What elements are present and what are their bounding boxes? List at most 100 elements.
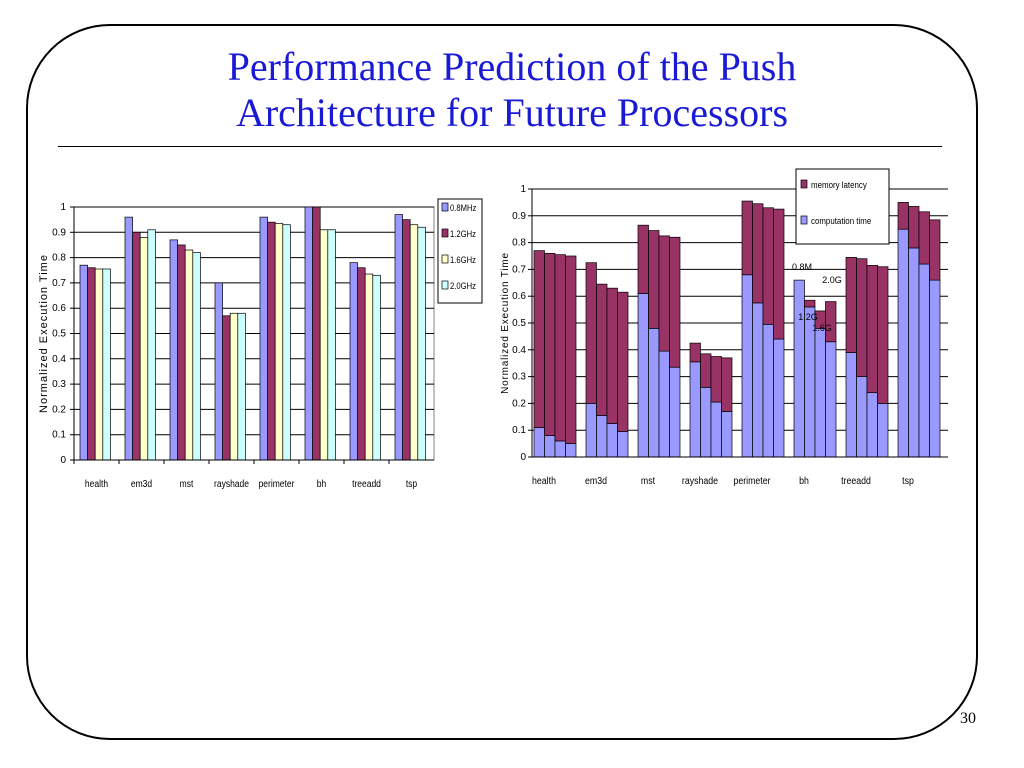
y-tick-label: 0.2 <box>512 398 526 409</box>
legend-swatch-0 <box>800 215 808 225</box>
bar-memory-bh-1 <box>804 299 816 308</box>
bar-computation-rayshade-0 <box>689 361 701 458</box>
bar-computation-em3d-0 <box>585 403 597 458</box>
y-tick-label: 0.1 <box>52 430 66 441</box>
bar-computation-perimeter-1 <box>752 302 764 458</box>
bar-memory-tsp-0 <box>897 202 909 230</box>
legend-swatch-2.0GHz <box>441 280 449 290</box>
bar-memory-treeadd-1 <box>856 258 868 377</box>
page-number: 30 <box>960 710 976 727</box>
y-tick-label: 0.9 <box>512 211 526 222</box>
bar-memory-health-3 <box>565 255 577 444</box>
y-axis-label: Normalized Execution Time <box>38 254 50 413</box>
bar-computation-perimeter-2 <box>762 323 774 458</box>
bar-label: 2.0G <box>822 275 842 285</box>
bar-memory-perimeter-2 <box>762 207 774 325</box>
bar-computation-bh-3 <box>825 341 837 458</box>
bar-computation-rayshade-2 <box>710 401 722 458</box>
y-tick-label: 0 <box>520 452 526 463</box>
bar-computation-health-3 <box>565 443 577 458</box>
bar-computation-tsp-1 <box>908 247 920 458</box>
y-tick-label: 1 <box>520 184 526 195</box>
bar-memory-rayshade-2 <box>710 356 722 403</box>
x-tick-label: bh <box>799 474 809 486</box>
bar-label: 1.6G <box>812 323 832 333</box>
bar-computation-bh-2 <box>814 328 826 458</box>
bar-memory-tsp-1 <box>908 206 920 249</box>
legend-swatch-1.2GHz <box>441 228 449 238</box>
x-tick-label: treeadd <box>841 474 871 486</box>
title-divider <box>58 146 942 147</box>
y-tick-label: 0.5 <box>512 318 526 329</box>
bar-computation-em3d-1 <box>596 415 608 458</box>
bar-computation-perimeter-3 <box>773 338 785 458</box>
bar-computation-treeadd-2 <box>866 392 878 458</box>
legend-box <box>795 168 890 245</box>
bar-computation-bh-0 <box>793 279 805 458</box>
legend-label: 2.0GHz <box>450 280 476 291</box>
bar-computation-em3d-3 <box>617 431 629 458</box>
x-tick-label: rayshade <box>682 474 718 486</box>
legend-swatch-1 <box>800 179 808 189</box>
bar-memory-health-0 <box>533 250 545 428</box>
bar-memory-mst-2 <box>658 235 670 352</box>
bar-computation-health-0 <box>533 427 545 458</box>
bar-memory-treeadd-3 <box>877 266 889 404</box>
slide-title: Performance Prediction of the Push Archi… <box>60 44 964 136</box>
bar-computation-treeadd-0 <box>845 352 857 458</box>
bar-label: 0.8M <box>792 262 812 272</box>
bar-computation-tsp-2 <box>918 263 930 458</box>
bar-computation-mst-2 <box>658 350 670 458</box>
x-tick-label: health <box>532 474 556 486</box>
y-tick-label: 0 <box>60 455 66 466</box>
bar-computation-treeadd-1 <box>856 376 868 458</box>
title-line-2: Architecture for Future Processors <box>235 90 789 135</box>
y-tick-label: 0.8 <box>512 238 526 249</box>
bar-memory-em3d-0 <box>585 262 597 404</box>
legend-swatch-0.8MHz <box>441 202 449 212</box>
y-tick-label: 0.7 <box>52 278 66 289</box>
bar-memory-tsp-3 <box>929 219 941 281</box>
bar-label: 1.2G <box>798 312 818 322</box>
x-tick-label: health <box>85 478 108 489</box>
bar-memory-tsp-2 <box>918 211 930 265</box>
bar-memory-mst-0 <box>637 224 649 294</box>
y-tick-label: 1 <box>60 202 66 213</box>
bar-computation-mst-1 <box>648 328 660 458</box>
x-tick-label: rayshade <box>214 478 249 489</box>
y-tick-label: 0.5 <box>52 329 66 340</box>
bar-computation-perimeter-0 <box>741 274 753 458</box>
title-line-1: Performance Prediction of the Push <box>227 44 797 89</box>
y-tick-label: 0.1 <box>512 425 526 436</box>
bar-memory-perimeter-0 <box>741 200 753 276</box>
bar-computation-tsp-3 <box>929 279 941 458</box>
y-tick-label: 0.6 <box>512 291 526 302</box>
x-tick-label: em3d <box>131 478 152 489</box>
y-tick-label: 0.4 <box>512 345 526 356</box>
bar-computation-em3d-2 <box>606 423 618 458</box>
bar-memory-treeadd-2 <box>866 265 878 394</box>
legend-label: computation time <box>811 216 872 227</box>
slide-frame <box>26 24 978 740</box>
y-tick-label: 0.4 <box>52 354 66 365</box>
y-tick-label: 0.3 <box>52 379 66 390</box>
x-tick-label: tsp <box>902 474 914 486</box>
bar-memory-mst-1 <box>648 230 660 329</box>
x-tick-label: tsp <box>406 478 417 489</box>
bar-memory-rayshade-1 <box>700 353 712 388</box>
legend-label: 0.8MHz <box>450 202 476 213</box>
bar-computation-treeadd-3 <box>877 403 889 458</box>
bar-computation-health-1 <box>544 435 556 458</box>
y-tick-label: 0.6 <box>52 303 66 314</box>
x-tick-label: bh <box>317 478 326 489</box>
bar-memory-em3d-2 <box>606 287 618 424</box>
x-tick-label: perimeter <box>733 474 770 486</box>
x-tick-label: mst <box>180 478 194 489</box>
x-tick-label: em3d <box>585 474 607 486</box>
legend-swatch-1.6GHz <box>441 254 449 264</box>
bar-computation-rayshade-1 <box>700 386 712 458</box>
x-tick-label: mst <box>641 474 656 486</box>
bar-memory-rayshade-0 <box>689 342 701 363</box>
bar-memory-em3d-3 <box>617 291 629 432</box>
